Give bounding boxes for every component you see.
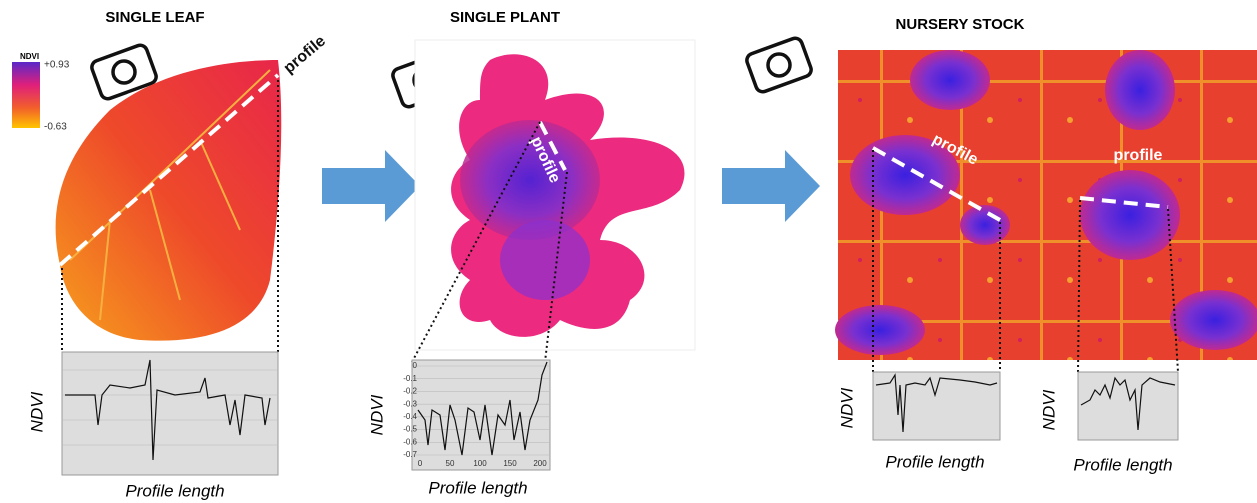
x-tick-label: 150 <box>503 459 517 468</box>
color-bar <box>12 62 40 128</box>
profile-plot <box>62 352 278 475</box>
y-tick-label: -0.6 <box>403 437 417 446</box>
x-axis-label: Profile length <box>125 481 224 500</box>
y-tick-label: -0.3 <box>403 399 417 408</box>
y-tick-label: 0 <box>413 361 418 370</box>
x-axis-label: Profile length <box>885 452 984 471</box>
profile-label: profile <box>281 32 329 77</box>
y-tick-label: -0.1 <box>403 374 417 383</box>
y-tick-label: -0.5 <box>403 425 417 434</box>
legend: NDVI +0.93 -0.63 <box>12 52 70 133</box>
x-axis-label: Profile length <box>1073 455 1172 474</box>
y-axis-label: NDVI <box>837 387 856 428</box>
y-tick-label: -0.2 <box>403 387 417 396</box>
y-tick-label: -0.4 <box>403 412 417 421</box>
profile-label: profile <box>1114 147 1163 164</box>
profile-plot <box>873 372 1000 440</box>
arrow <box>722 150 820 222</box>
nursery-image <box>835 50 1257 360</box>
y-axis-label: NDVI <box>27 391 46 432</box>
arrow <box>322 150 420 222</box>
y-axis-label: NDVI <box>367 394 386 435</box>
figure: NDVI +0.93 -0.63 SINGLE LEAF profile NDV… <box>0 0 1257 503</box>
panel-title: SINGLE PLANT <box>450 9 560 26</box>
x-tick-label: 100 <box>473 459 487 468</box>
x-tick-label: 200 <box>533 459 547 468</box>
panel-title: SINGLE LEAF <box>105 9 204 26</box>
legend-max: +0.93 <box>44 60 70 71</box>
panel-title: NURSERY STOCK <box>896 16 1025 33</box>
legend-title: NDVI <box>20 52 39 61</box>
y-tick-label: -0.7 <box>403 450 417 459</box>
camera-icon <box>745 36 813 93</box>
x-tick-label: 0 <box>418 459 423 468</box>
profile-plot <box>1078 372 1178 440</box>
x-tick-label: 50 <box>446 459 455 468</box>
x-axis-label: Profile length <box>428 478 527 497</box>
legend-min: -0.63 <box>44 122 67 133</box>
y-axis-label: NDVI <box>1039 389 1058 430</box>
